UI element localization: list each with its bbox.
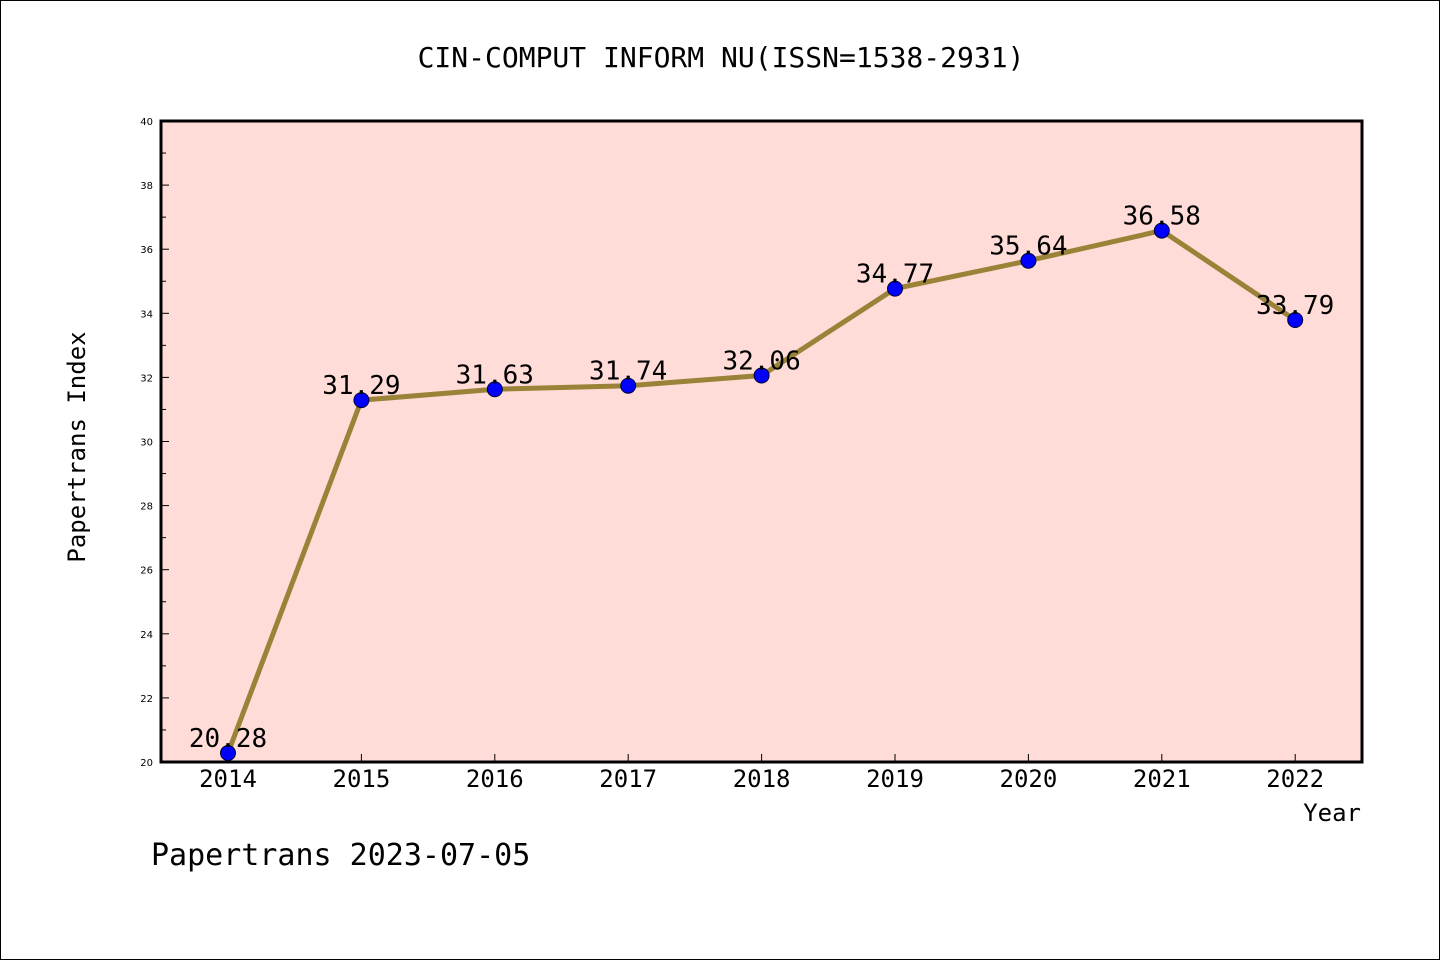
data-point — [353, 392, 370, 409]
x-tick-label: 2019 — [866, 765, 924, 793]
data-label: 35.64 — [989, 232, 1067, 262]
x-axis: 2014 2015 2016 2017 2018 2019 2020 2021 2022 — [199, 754, 1324, 793]
y-tick-label: 20 — [140, 758, 153, 769]
x-tick-label: 2018 — [733, 765, 791, 793]
y-tick-label: 38 — [140, 181, 153, 192]
series-markers — [220, 222, 1304, 762]
x-tick-label: 2021 — [1133, 765, 1191, 793]
data-point — [486, 381, 503, 398]
y-tick-label: 26 — [140, 566, 153, 577]
y-tick-label: 22 — [140, 694, 153, 705]
data-point — [620, 377, 637, 394]
data-label: 20.28 — [189, 724, 267, 754]
y-tick-label: 32 — [140, 373, 153, 384]
data-label: 32.06 — [722, 346, 800, 376]
y-tick-label: 28 — [140, 502, 153, 513]
data-point — [1020, 252, 1037, 269]
x-tick-label: 2014 — [199, 765, 257, 793]
data-label: 31.29 — [322, 371, 400, 401]
footer-stamp: Papertrans 2023-07-05 — [151, 838, 530, 873]
data-label: 36.58 — [1123, 202, 1201, 232]
y-tick-label: 36 — [140, 245, 153, 256]
x-axis-label: Year — [1303, 799, 1361, 827]
y-tick-label: 30 — [140, 438, 153, 449]
y-tick-label: 24 — [140, 630, 153, 641]
y-tick-label: 34 — [140, 309, 153, 320]
y-tick-label: 40 — [140, 117, 153, 128]
x-tick-label: 2015 — [333, 765, 391, 793]
data-label: 33.79 — [1256, 291, 1334, 321]
chart-title: CIN-COMPUT INFORM NU(ISSN=1538-2931) — [418, 41, 1025, 74]
y-axis-label: Papertrans Index — [63, 331, 91, 562]
data-point — [220, 745, 236, 762]
data-point — [753, 367, 770, 384]
x-tick-label: 2020 — [1000, 765, 1058, 793]
data-label: 34.77 — [856, 260, 934, 290]
data-point — [1153, 222, 1170, 239]
x-tick-label: 2017 — [599, 765, 657, 793]
data-label: 31.63 — [456, 360, 534, 390]
x-tick-label: 2016 — [466, 765, 524, 793]
data-labels: 20.28 31.29 31.63 31.74 32.06 34.77 35.64 36.58… — [189, 202, 1334, 754]
y-axis: 20 22 24 26 28 30 32 34 36 38 40 — [140, 117, 169, 769]
data-point — [1287, 312, 1304, 329]
x-tick-label: 2022 — [1266, 765, 1324, 793]
data-point — [887, 280, 903, 297]
data-label: 31.74 — [589, 357, 667, 387]
